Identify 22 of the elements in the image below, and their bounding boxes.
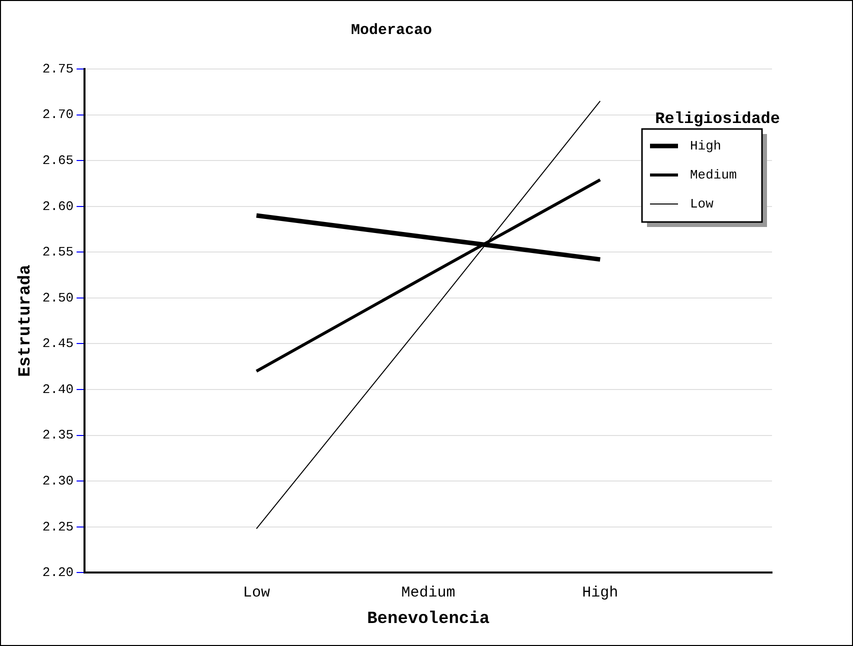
y-tick-label: 2.40	[42, 382, 74, 397]
y-axis-title: Estruturada	[16, 264, 36, 377]
y-tick-label: 2.75	[42, 61, 74, 76]
y-tick-label: 2.55	[42, 244, 74, 260]
y-tick-label: 2.50	[42, 290, 74, 306]
y-tick-label: 2.65	[42, 153, 74, 168]
legend-label: Medium	[690, 167, 738, 182]
legend-title: Religiosidade	[655, 110, 780, 128]
y-tick-label: 2.70	[42, 107, 74, 122]
legend-label: High	[690, 138, 722, 154]
x-tick-label: High	[582, 584, 618, 602]
x-tick-label: Medium	[401, 584, 456, 602]
y-tick-label: 2.20	[42, 565, 74, 580]
x-tick-label: Low	[242, 584, 270, 602]
y-tick-label: 2.45	[42, 336, 74, 352]
x-axis-title: Benevolencia	[367, 610, 490, 630]
y-tick-label: 2.25	[42, 519, 74, 534]
y-tick-label: 2.35	[42, 428, 74, 443]
y-tick-label: 2.30	[42, 473, 74, 488]
y-tick-label: 2.60	[42, 198, 74, 214]
legend-label: Low	[690, 196, 714, 212]
chart-title: Moderacao	[350, 22, 432, 39]
